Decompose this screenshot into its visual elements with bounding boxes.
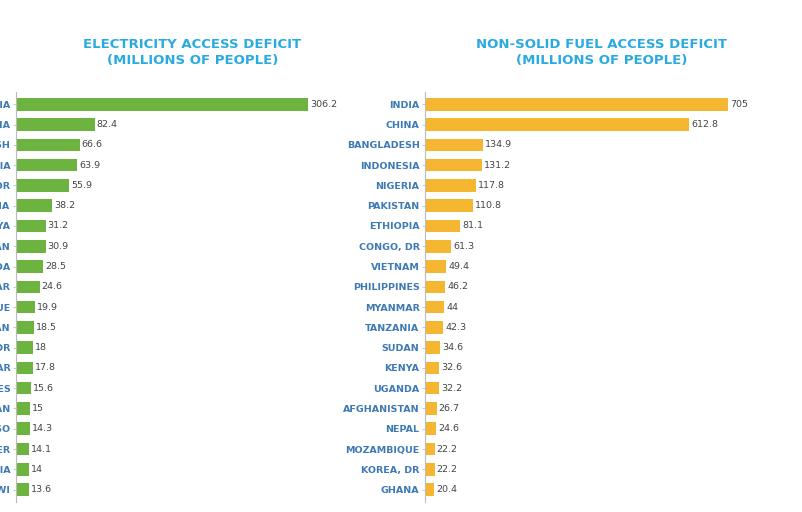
- Bar: [16, 281, 39, 293]
- Bar: [425, 342, 440, 354]
- Text: 14: 14: [31, 465, 43, 474]
- Bar: [16, 240, 46, 252]
- Text: 14.1: 14.1: [31, 444, 52, 454]
- Text: 19.9: 19.9: [37, 303, 58, 312]
- Text: 32.6: 32.6: [441, 364, 463, 372]
- Bar: [16, 443, 30, 455]
- Bar: [425, 179, 476, 191]
- Text: 28.5: 28.5: [45, 262, 66, 271]
- Text: 66.6: 66.6: [82, 140, 103, 150]
- Bar: [16, 220, 46, 232]
- Text: NON-SOLID FUEL ACCESS DEFICIT
(MILLIONS OF PEOPLE): NON-SOLID FUEL ACCESS DEFICIT (MILLIONS …: [476, 37, 727, 67]
- Bar: [16, 118, 95, 131]
- Text: 705: 705: [731, 100, 748, 109]
- Text: 13.6: 13.6: [31, 485, 52, 494]
- Bar: [425, 361, 439, 374]
- Bar: [16, 301, 35, 313]
- Text: 15: 15: [32, 404, 44, 413]
- Text: 22.2: 22.2: [437, 444, 458, 454]
- Text: 18.5: 18.5: [35, 323, 57, 332]
- Bar: [425, 159, 481, 172]
- Text: 20.4: 20.4: [436, 485, 457, 494]
- Text: 18: 18: [35, 343, 47, 352]
- Text: 14.3: 14.3: [31, 424, 53, 433]
- Text: 117.8: 117.8: [478, 181, 505, 190]
- Text: 26.7: 26.7: [439, 404, 460, 413]
- Bar: [16, 463, 30, 476]
- Text: 46.2: 46.2: [447, 282, 468, 291]
- Text: ELECTRICITY ACCESS DEFICIT
(MILLIONS OF PEOPLE): ELECTRICITY ACCESS DEFICIT (MILLIONS OF …: [83, 37, 302, 67]
- Text: 134.9: 134.9: [485, 140, 512, 150]
- Bar: [16, 342, 33, 354]
- Text: 44: 44: [446, 303, 458, 312]
- Bar: [16, 382, 31, 394]
- Text: 22.2: 22.2: [437, 465, 458, 474]
- Bar: [425, 321, 444, 334]
- Text: 30.9: 30.9: [47, 242, 68, 251]
- Bar: [425, 402, 436, 415]
- Text: 49.4: 49.4: [448, 262, 469, 271]
- Bar: [425, 463, 435, 476]
- Bar: [425, 422, 435, 435]
- Bar: [16, 402, 30, 415]
- Bar: [425, 281, 445, 293]
- Bar: [16, 139, 79, 151]
- Bar: [16, 260, 43, 273]
- Text: 42.3: 42.3: [445, 323, 467, 332]
- Bar: [425, 260, 447, 273]
- Text: 24.6: 24.6: [438, 424, 459, 433]
- Text: 32.2: 32.2: [441, 383, 462, 393]
- Bar: [16, 422, 30, 435]
- Text: 38.2: 38.2: [55, 201, 75, 210]
- Text: 63.9: 63.9: [79, 161, 100, 169]
- Bar: [425, 240, 452, 252]
- Bar: [16, 98, 308, 111]
- Bar: [16, 483, 29, 496]
- Bar: [425, 301, 444, 313]
- Bar: [16, 159, 77, 172]
- Bar: [425, 118, 689, 131]
- Bar: [425, 98, 728, 111]
- Text: 61.3: 61.3: [454, 242, 475, 251]
- Bar: [425, 483, 434, 496]
- Text: 34.6: 34.6: [442, 343, 464, 352]
- Text: 24.6: 24.6: [42, 282, 63, 291]
- Bar: [16, 361, 33, 374]
- Text: 82.4: 82.4: [96, 120, 118, 129]
- Text: 612.8: 612.8: [691, 120, 718, 129]
- Bar: [425, 200, 472, 212]
- Text: 306.2: 306.2: [310, 100, 337, 109]
- Text: 17.8: 17.8: [35, 364, 56, 372]
- Text: 131.2: 131.2: [484, 161, 511, 169]
- Bar: [425, 220, 460, 232]
- Bar: [16, 321, 34, 334]
- Bar: [425, 443, 435, 455]
- Bar: [425, 139, 483, 151]
- Text: 31.2: 31.2: [47, 222, 69, 230]
- Text: 15.6: 15.6: [33, 383, 54, 393]
- Text: 55.9: 55.9: [71, 181, 92, 190]
- Text: 81.1: 81.1: [462, 222, 483, 230]
- Bar: [425, 382, 439, 394]
- Text: 110.8: 110.8: [475, 201, 502, 210]
- Bar: [16, 179, 69, 191]
- Bar: [16, 200, 52, 212]
